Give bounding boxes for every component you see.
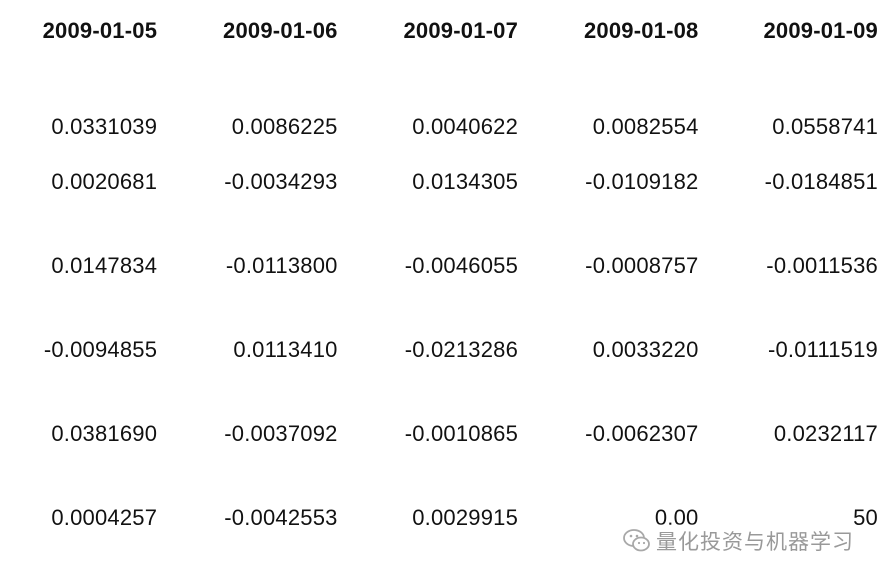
table-cell: 0.0232117 <box>773 421 878 446</box>
table-cell: -0.0034293 <box>224 169 338 194</box>
table-cell: -0.0111519 <box>767 337 878 362</box>
table-cell: 0.00 <box>654 505 699 530</box>
column-header: 2009-01-08 <box>583 18 699 43</box>
column-header: 2009-01-05 <box>42 18 158 43</box>
table-cell: -0.0094855 <box>43 337 158 362</box>
wechat-icon <box>622 526 652 556</box>
table-cell: 0.0381690 <box>51 421 158 446</box>
table-row: 0.0147834 -0.0113800 -0.0046055 -0.00087… <box>0 224 878 308</box>
table-cell: -0.0046055 <box>404 253 519 278</box>
table-cell: 0.0004257 <box>51 505 158 530</box>
table-cell: -0.0010865 <box>404 421 519 446</box>
header-row: 2009-01-05 2009-01-06 2009-01-07 2009-01… <box>0 0 878 78</box>
table-cell: 0.0082554 <box>592 114 699 139</box>
table-cell: 0.0029915 <box>412 505 519 530</box>
table-cell: -0.0037092 <box>224 421 338 446</box>
table-row: 0.0381690 -0.0037092 -0.0010865 -0.00623… <box>0 392 878 476</box>
column-header: 2009-01-09 <box>763 18 878 43</box>
table-cell: -0.0184851 <box>764 169 878 194</box>
table-cell: -0.0113800 <box>225 253 338 278</box>
table-cell: 0.0086225 <box>231 114 338 139</box>
table-cell: 0.0033220 <box>592 337 699 362</box>
table-cell: 0.0134305 <box>412 169 519 194</box>
table-cell: -0.0008757 <box>585 253 699 278</box>
watermark: 量化投资与机器学习 <box>622 524 854 558</box>
column-header: 2009-01-07 <box>403 18 519 43</box>
table-cell: -0.0011536 <box>766 253 878 278</box>
returns-table: 2009-01-05 2009-01-06 2009-01-07 2009-01… <box>0 0 878 560</box>
table-cell: 0.0147834 <box>51 253 158 278</box>
watermark-text: 量化投资与机器学习 <box>656 530 854 554</box>
table-cell: 0.0558741 <box>772 114 878 139</box>
table-row: 0.0020681 -0.0034293 0.0134305 -0.010918… <box>0 140 878 224</box>
table-cell: -0.0042553 <box>224 505 338 530</box>
table-row: 0.0331039 0.0086225 0.0040622 0.0082554 … <box>0 78 878 140</box>
table-cell: -0.0213286 <box>404 337 519 362</box>
table-cell: 0.0040622 <box>412 114 519 139</box>
table-cell: 0.0331039 <box>51 114 158 139</box>
table-cell: 0.0020681 <box>51 169 158 194</box>
table-row: -0.0094855 0.0113410 -0.0213286 0.003322… <box>0 308 878 392</box>
table-cell: 50 <box>853 505 878 530</box>
table-cell: -0.0062307 <box>585 421 699 446</box>
table-cell: 0.0113410 <box>233 337 338 362</box>
table-row: 0.0004257 -0.0042553 0.0029915 0.00 50 <box>0 476 878 560</box>
table-cell: -0.0109182 <box>585 169 699 194</box>
column-header: 2009-01-06 <box>223 18 338 43</box>
